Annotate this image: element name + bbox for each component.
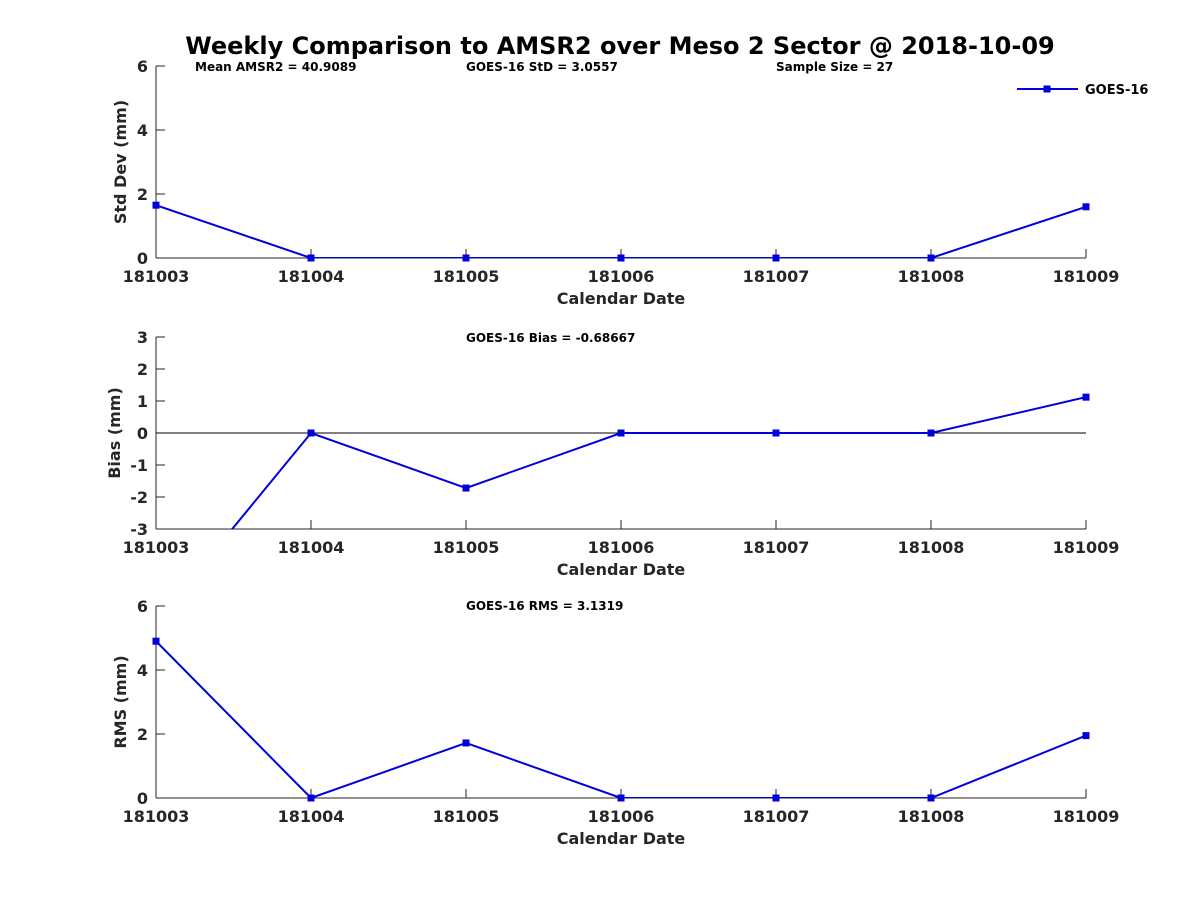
x-tick-label: 181004: [278, 538, 345, 557]
y-tick-label: -2: [130, 488, 148, 507]
y-tick-label: 6: [137, 597, 148, 616]
data-point: [307, 794, 315, 802]
x-tick-label: 181004: [278, 807, 345, 826]
data-point: [927, 429, 935, 437]
stat-annotation: GOES-16 RMS = 3.1319: [466, 599, 623, 613]
data-point: [927, 254, 935, 262]
y-tick-label: 4: [137, 661, 148, 680]
data-point: [1082, 732, 1090, 740]
x-tick-label: 181006: [588, 538, 655, 557]
y-tick-label: 2: [137, 185, 148, 204]
data-point: [152, 637, 160, 645]
y-tick-label: 6: [137, 57, 148, 76]
y-tick-label: 2: [137, 725, 148, 744]
legend-label: GOES-16: [1085, 83, 1148, 98]
data-point: [617, 254, 625, 262]
x-tick-label: 181008: [898, 538, 965, 557]
data-point: [152, 201, 160, 209]
data-point: [462, 484, 470, 492]
stat-annotation: GOES-16 Bias = -0.68667: [466, 331, 635, 345]
data-point: [617, 794, 625, 802]
x-tick-label: 181005: [433, 538, 500, 557]
x-tick-label: 181003: [123, 807, 190, 826]
x-tick-label: 181007: [743, 267, 810, 286]
chart-panel-3: 0 2 4 6 181003 181004 181005 181006 181007 181008…: [111, 597, 1119, 848]
x-tick-label: 181004: [278, 267, 345, 286]
y-tick-label: 0: [137, 249, 148, 268]
y-axis-label: Std Dev (mm): [111, 100, 130, 224]
y-tick-label: 3: [137, 328, 148, 347]
chart-panel-1: 0 2 4 6 181003 181004 181005 181006 181007 181008…: [111, 57, 1119, 308]
x-tick-label: 181007: [743, 538, 810, 557]
legend: GOES-16: [1017, 83, 1148, 98]
x-tick-label: 181005: [433, 267, 500, 286]
x-tick-label: 181005: [433, 807, 500, 826]
data-point: [927, 794, 935, 802]
x-tick-label: 181006: [588, 267, 655, 286]
y-axis-label: Bias (mm): [105, 387, 124, 479]
y-tick-label: -3: [130, 520, 148, 539]
x-tick-label: 181009: [1053, 807, 1120, 826]
x-tick-label: 181009: [1053, 538, 1120, 557]
x-tick-label: 181009: [1053, 267, 1120, 286]
y-tick-label: 0: [137, 424, 148, 443]
stat-annotation: Sample Size = 27: [776, 60, 893, 74]
y-axis-label: RMS (mm): [111, 655, 130, 748]
y-tick-label: 1: [137, 392, 148, 411]
x-axis-label: Calendar Date: [557, 829, 686, 848]
data-point: [772, 254, 780, 262]
x-tick-label: 181007: [743, 807, 810, 826]
x-axis-label: Calendar Date: [557, 560, 686, 579]
chart-panel-2: -3 -2 -1 0 1 2 3 181003 181004 181005 181006 181007…: [105, 328, 1120, 579]
figure-title: Weekly Comparison to AMSR2 over Meso 2 S…: [185, 32, 1054, 60]
y-tick-label: 4: [137, 121, 148, 140]
series-area: [156, 640, 1086, 798]
y-tick-label: 2: [137, 360, 148, 379]
data-point: [617, 429, 625, 437]
y-tick-label: 0: [137, 789, 148, 808]
x-tick-label: 181008: [898, 807, 965, 826]
data-point: [462, 254, 470, 262]
legend-marker: [1043, 85, 1051, 93]
x-tick-label: 181006: [588, 807, 655, 826]
data-point: [462, 739, 470, 747]
stat-annotation: Mean AMSR2 = 40.9089: [195, 60, 356, 74]
data-point: [772, 794, 780, 802]
series-line: [156, 640, 1086, 798]
x-axis-label: Calendar Date: [557, 289, 686, 308]
data-point: [307, 429, 315, 437]
data-point: [1082, 203, 1090, 211]
x-tick-label: 181003: [123, 267, 190, 286]
x-tick-label: 181003: [123, 538, 190, 557]
data-point: [307, 254, 315, 262]
x-tick-label: 181008: [898, 267, 965, 286]
data-point: [1082, 393, 1090, 401]
y-tick-label: -1: [130, 456, 148, 475]
data-point: [772, 429, 780, 437]
stat-annotation: GOES-16 StD = 3.0557: [466, 60, 618, 74]
